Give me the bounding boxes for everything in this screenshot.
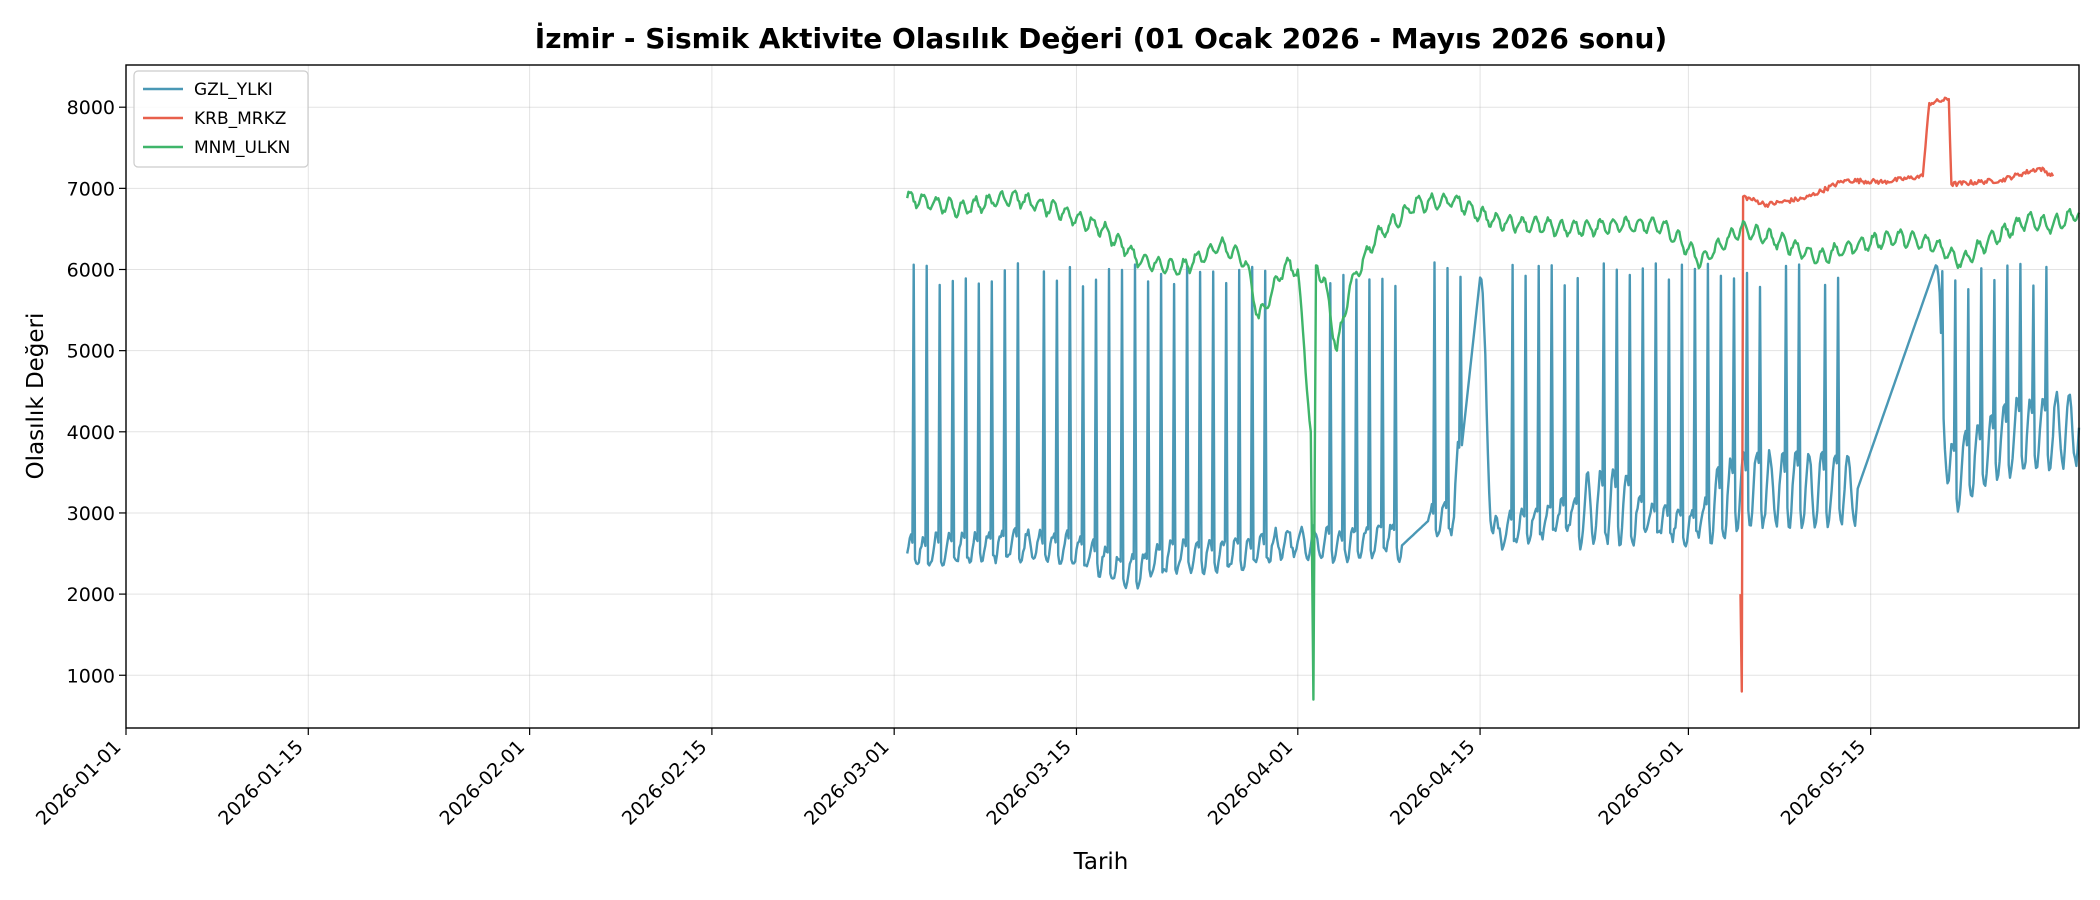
plot-frame xyxy=(125,64,2080,729)
x-tick-label: 2026-02-15 xyxy=(618,736,712,830)
y-axis-title: Olasılık Değeri xyxy=(23,313,49,480)
series-line-gzl-ylki xyxy=(906,261,2081,590)
y-tick-label: 6000 xyxy=(67,259,115,281)
x-axis-title: Tarih xyxy=(1073,849,1129,875)
legend: GZL_YLKI KRB_MRKZ MNM_ULKN xyxy=(133,70,309,168)
x-tick-label: 2026-03-01 xyxy=(800,736,894,830)
y-tick-label: 2000 xyxy=(67,584,115,606)
y-tick-label: 8000 xyxy=(67,97,115,119)
series-line-krb-mrkz xyxy=(1739,96,2055,693)
y-tick-label: 1000 xyxy=(67,665,115,687)
legend-label: MNM_ULKN xyxy=(194,138,290,158)
plot-area xyxy=(906,96,2081,701)
y-axis: 1000 2000 3000 4000 5000 6000 7000 8000 xyxy=(67,97,126,687)
x-tick-label: 2026-04-15 xyxy=(1386,736,1480,830)
x-tick-label: 2026-01-01 xyxy=(32,736,126,830)
x-tick-label: 2026-05-15 xyxy=(1777,736,1871,830)
x-tick-label: 2026-05-01 xyxy=(1594,736,1688,830)
x-tick-label: 2026-02-01 xyxy=(436,736,530,830)
y-tick-label: 7000 xyxy=(67,178,115,200)
grid-lines xyxy=(125,65,2079,728)
x-tick-label: 2026-04-01 xyxy=(1204,736,1298,830)
y-tick-label: 4000 xyxy=(67,422,115,444)
x-tick-label: 2026-03-15 xyxy=(982,736,1076,830)
y-tick-label: 3000 xyxy=(67,503,115,525)
legend-box xyxy=(133,70,309,168)
legend-label: GZL_YLKI xyxy=(194,80,273,100)
chart-title: İzmir - Sismik Aktivite Olasılık Değeri … xyxy=(535,21,1667,55)
x-tick-label: 2026-01-15 xyxy=(214,736,308,830)
y-tick-label: 5000 xyxy=(67,341,115,363)
legend-label: KRB_MRKZ xyxy=(194,109,286,129)
x-axis: 2026-01-01 2026-01-15 2026-02-01 2026-02-15… xyxy=(32,728,1872,830)
series-line-mnm-ulkn xyxy=(906,189,2081,701)
